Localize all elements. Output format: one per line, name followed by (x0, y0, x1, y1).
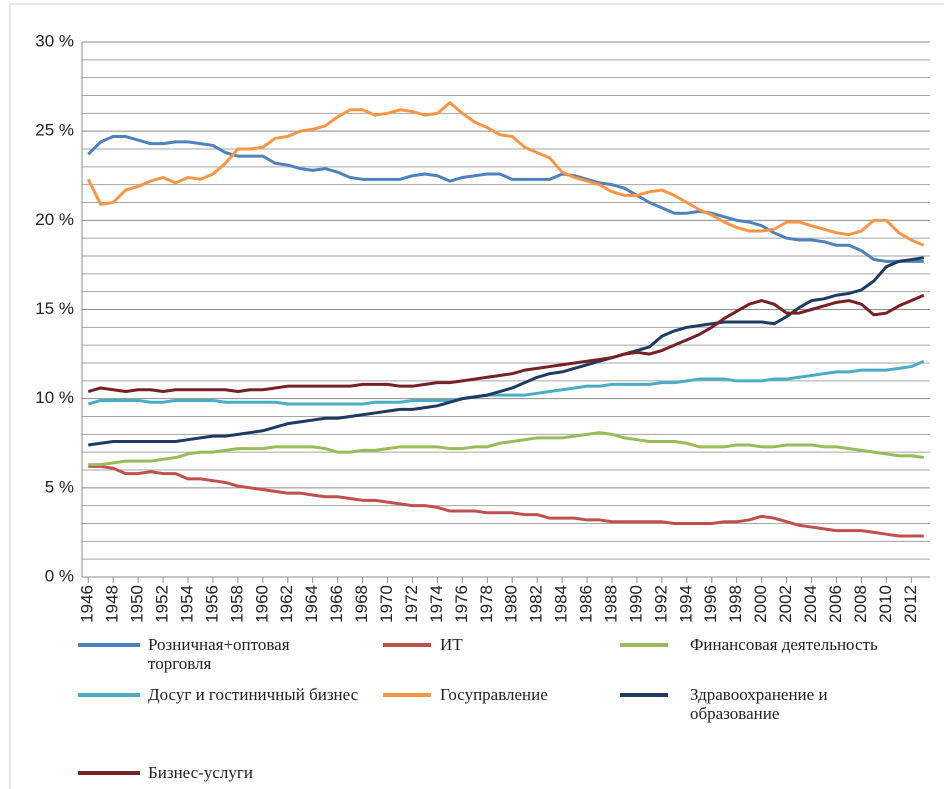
x-tick-label: 1990 (626, 585, 645, 623)
x-tick-label: 1946 (78, 585, 97, 623)
legend-label: Финансовая деятельность (690, 635, 878, 654)
x-tick-label: 1994 (676, 585, 695, 623)
x-tick-label: 1950 (128, 585, 147, 623)
x-tick-label: 1962 (277, 585, 296, 623)
x-tick-label: 1974 (427, 585, 446, 623)
x-tick-label: 1984 (552, 585, 571, 623)
x-tick-label: 2006 (826, 585, 845, 623)
x-tick-label: 1948 (103, 585, 122, 623)
x-tick-label: 2000 (751, 585, 770, 623)
x-tick-label: 1966 (327, 585, 346, 623)
y-tick-label: 0 % (45, 566, 74, 585)
series-line (87, 359, 925, 406)
legend-label: Бизнес-услуги (148, 763, 253, 782)
legend-swatch (620, 693, 668, 697)
legend-label: Розничная+оптовая торговля (148, 635, 290, 673)
x-tick-label: 1980 (502, 585, 521, 623)
x-tick-label: 1958 (227, 585, 246, 623)
x-tick-label: 1976 (452, 585, 471, 623)
y-tick-label: 15 % (35, 299, 74, 318)
series-line (88, 431, 924, 467)
x-tick-label: 1996 (701, 585, 720, 623)
x-tick-label: 1970 (377, 585, 396, 623)
legend-swatch (383, 643, 431, 647)
x-tick-label: 1998 (726, 585, 745, 623)
x-tick-label: 1954 (177, 585, 196, 623)
y-tick-label: 30 % (35, 31, 74, 50)
legend-swatch (78, 643, 140, 647)
x-tick-label: 2002 (776, 585, 795, 623)
x-tick-label: 1968 (352, 585, 371, 623)
y-tick-label: 5 % (45, 477, 74, 496)
y-tick-label: 20 % (35, 210, 74, 229)
y-tick-label: 25 % (35, 121, 74, 140)
legend-swatch (78, 693, 140, 697)
series-line (87, 135, 924, 263)
series-line (87, 293, 925, 394)
x-tick-label: 2010 (876, 585, 895, 623)
x-tick-label: 1986 (577, 585, 596, 623)
x-tick-label: 1956 (202, 585, 221, 623)
x-tick-label: 1992 (651, 585, 670, 623)
x-tick-label: 2008 (851, 585, 870, 623)
series-line (86, 101, 925, 247)
x-tick-label: 1972 (402, 585, 421, 623)
x-tick-label: 1960 (252, 585, 271, 623)
legend-label: ИТ (440, 635, 463, 654)
series-line (88, 464, 924, 538)
y-tick-label: 10 % (35, 388, 74, 407)
legend-swatch (78, 771, 140, 775)
legend-swatch (620, 643, 668, 647)
legend-label: Госуправление (440, 685, 548, 704)
x-tick-label: 1964 (302, 585, 321, 623)
x-tick-label: 1988 (601, 585, 620, 623)
x-tick-label: 2004 (801, 585, 820, 623)
x-tick-label: 1978 (477, 585, 496, 623)
legend-swatch (383, 693, 431, 697)
x-tick-label: 1952 (153, 585, 172, 623)
x-tick-label: 1982 (527, 585, 546, 623)
legend-label: Здравоохранение и образование (690, 685, 828, 723)
chart-border (9, 3, 944, 789)
legend-label: Досуг и гостиничный бизнес (148, 685, 359, 704)
x-tick-label: 2012 (901, 585, 920, 623)
series-line (88, 256, 924, 447)
